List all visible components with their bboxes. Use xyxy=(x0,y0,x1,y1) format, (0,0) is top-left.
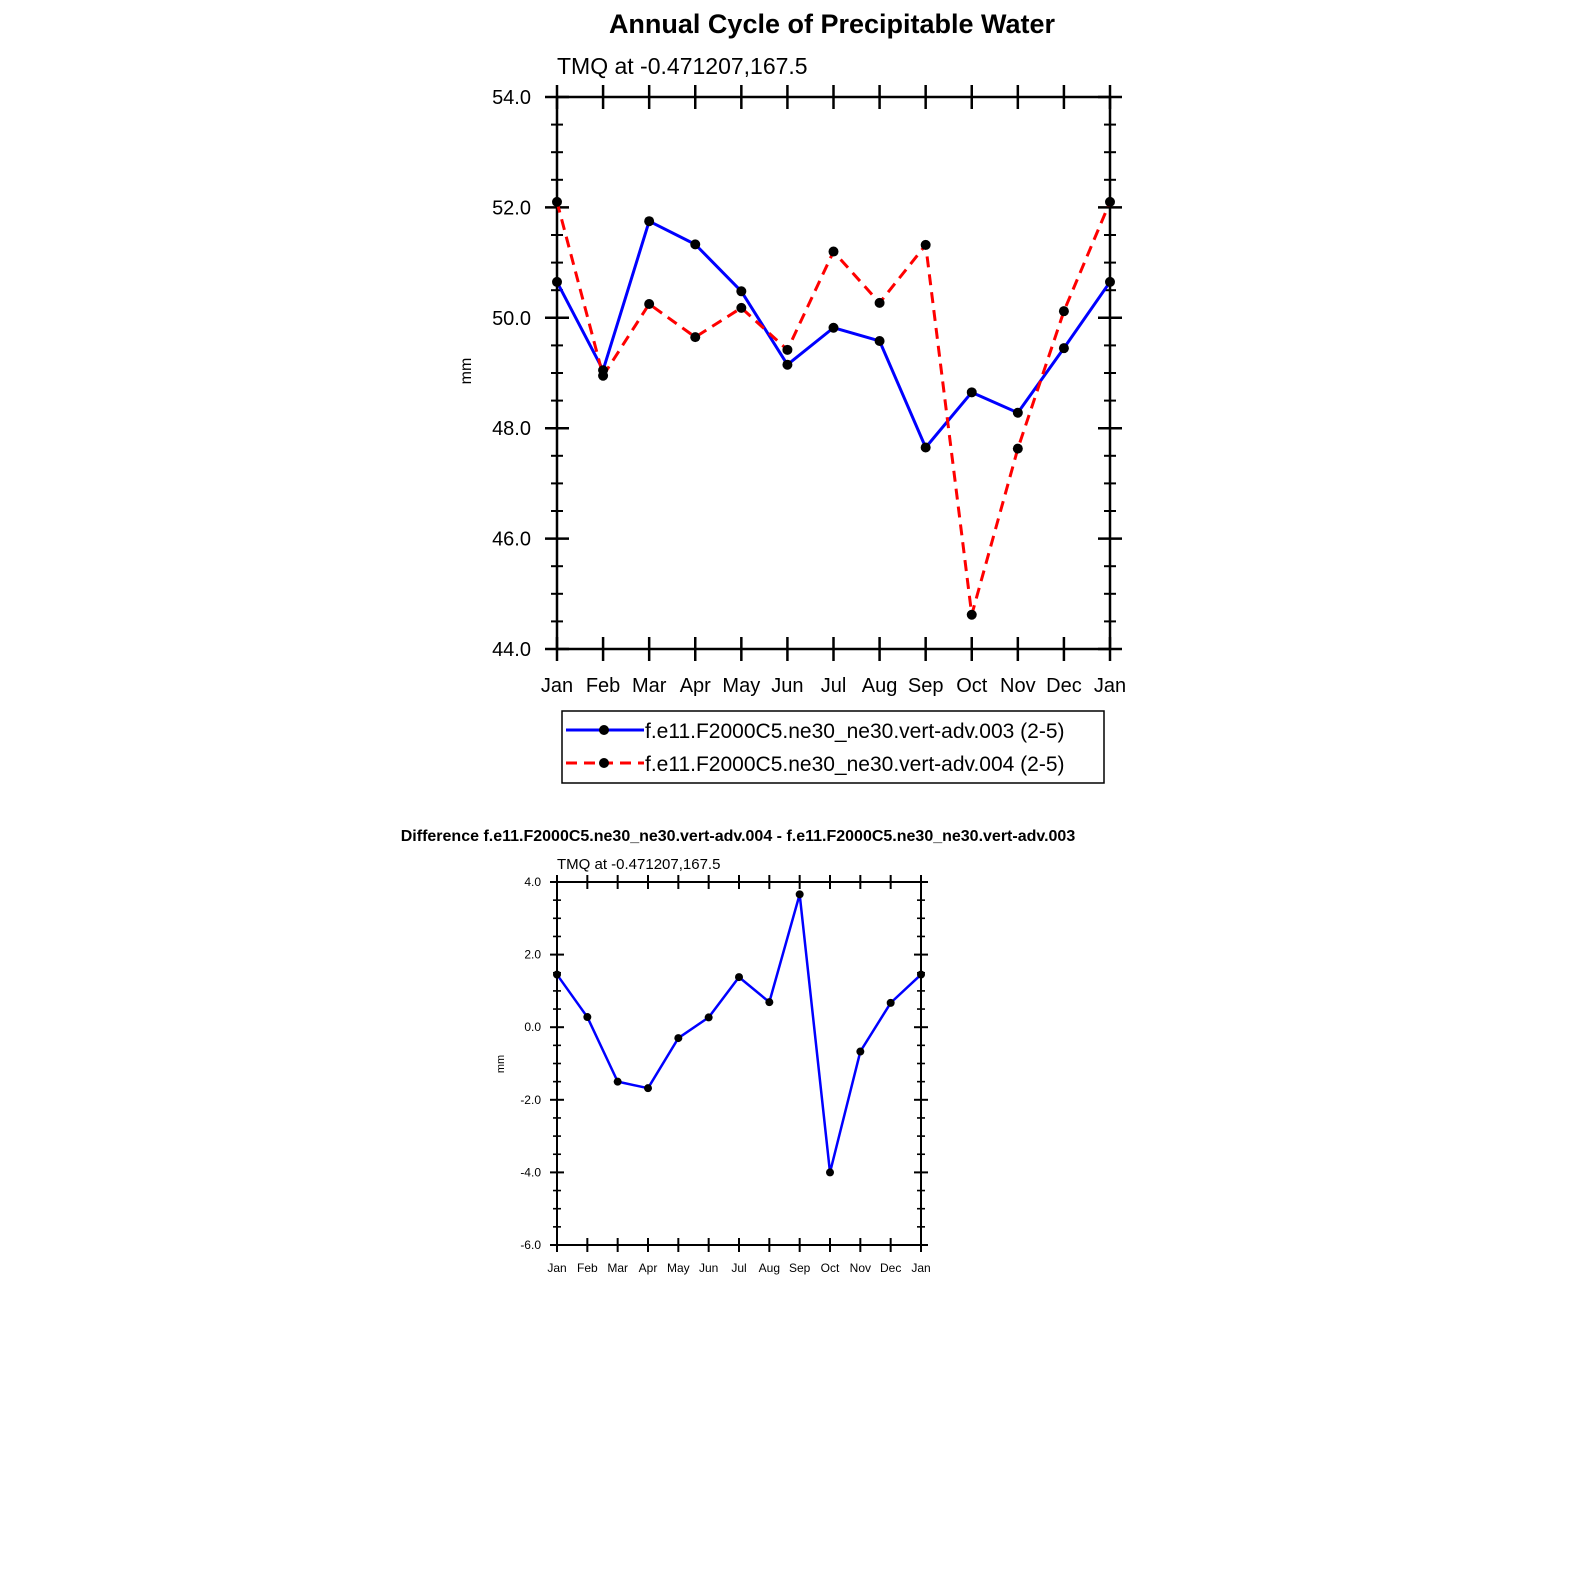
data-point xyxy=(795,890,804,899)
data-point xyxy=(613,1077,622,1086)
y-tick-label: 2.0 xyxy=(524,948,541,962)
x-tick-label: Nov xyxy=(1000,675,1036,697)
data-point xyxy=(826,1168,834,1177)
data-point xyxy=(920,442,931,453)
series-group xyxy=(552,196,1115,620)
data-point xyxy=(1012,407,1023,418)
y-tick-label: 4.0 xyxy=(524,875,541,889)
series-line-2 xyxy=(555,201,1112,617)
data-point xyxy=(644,1084,652,1093)
x-tick-label: Sep xyxy=(908,675,944,697)
axes-frame: Jan Feb Mar Apr May Jun Jul Aug Sep Oct Nov Dec Jan 4… xyxy=(492,85,1126,697)
data-point xyxy=(966,609,977,620)
data-point xyxy=(552,276,562,287)
chart-title: Difference f.e11.F2000C5.ne30_ne30.vert-… xyxy=(401,828,1076,845)
x-tick-label: Jan xyxy=(911,1261,930,1275)
x-tick-label: Oct xyxy=(821,1261,840,1275)
x-tick-label: Dec xyxy=(880,1261,901,1275)
data-point xyxy=(1012,443,1023,454)
data-point xyxy=(886,998,895,1007)
data-point xyxy=(644,216,655,227)
y-axis-label: mm xyxy=(495,1055,507,1073)
legend-box xyxy=(561,710,1105,784)
data-point xyxy=(690,332,701,343)
y-axis-label: mm xyxy=(458,358,475,385)
data-point xyxy=(920,239,931,250)
plot-frame xyxy=(556,881,922,1246)
x-tick-label: Jan xyxy=(547,1261,566,1275)
x-tick-label: Apr xyxy=(680,675,711,697)
chart-subtitle: TMQ at -0.471207,167.5 xyxy=(557,856,720,873)
x-tick-label: Nov xyxy=(850,1261,871,1275)
plot-frame xyxy=(555,95,1112,651)
data-point xyxy=(704,1013,713,1022)
y-tick-label: -6.0 xyxy=(520,1238,541,1252)
data-point xyxy=(765,998,774,1007)
data-point xyxy=(552,196,562,207)
data-point xyxy=(1058,306,1069,317)
x-tick-label: Jan xyxy=(541,675,573,697)
data-point xyxy=(598,370,609,381)
annual-cycle-chart: Annual Cycle of Precipitable Water TMQ a… xyxy=(458,9,1126,784)
x-tick-label: Feb xyxy=(586,675,620,697)
y-tick-label: 44.0 xyxy=(492,639,531,661)
data-point xyxy=(828,322,839,333)
x-tick-label: Dec xyxy=(1046,675,1082,697)
data-point xyxy=(583,1013,592,1022)
y-tick-label: -2.0 xyxy=(520,1093,541,1107)
data-point xyxy=(690,239,701,250)
data-point xyxy=(735,973,743,982)
axes-frame: Jan Feb Mar Apr May Jun Jul Aug Sep Oct Nov Dec Jan-… xyxy=(520,875,931,1275)
data-point xyxy=(1058,343,1069,354)
data-point xyxy=(856,1047,865,1056)
chart-title: Annual Cycle of Precipitable Water xyxy=(609,9,1056,39)
y-tick-label: 52.0 xyxy=(492,197,531,219)
x-tick-label: Apr xyxy=(639,1261,658,1275)
data-point xyxy=(782,359,793,370)
x-tick-label: Aug xyxy=(759,1261,780,1275)
data-point xyxy=(674,1034,683,1043)
data-point xyxy=(736,286,747,297)
data-point xyxy=(828,246,839,257)
y-tick-label: 0.0 xyxy=(524,1020,541,1034)
x-tick-label: Jun xyxy=(699,1261,718,1275)
y-tick-label: -4.0 xyxy=(520,1165,541,1179)
x-tick-label: Feb xyxy=(577,1261,598,1275)
x-tick-label: Mar xyxy=(632,675,667,697)
data-point xyxy=(644,299,655,309)
legend-label-series-1: f.e11.F2000C5.ne30_ne30.vert-adv.003 (2-… xyxy=(645,720,1065,743)
data-point xyxy=(1105,196,1115,207)
series-line-1 xyxy=(555,893,922,1174)
x-tick-label: Jul xyxy=(731,1261,746,1275)
x-tick-label: Jan xyxy=(1094,675,1126,697)
chart-subtitle: TMQ at -0.471207,167.5 xyxy=(557,53,808,79)
data-point xyxy=(966,387,977,398)
data-point xyxy=(553,970,561,979)
data-point xyxy=(736,302,747,313)
legend-marker-series-2 xyxy=(599,758,609,768)
x-tick-label: Jul xyxy=(821,675,847,697)
x-tick-label: Sep xyxy=(789,1261,811,1275)
data-point xyxy=(1105,276,1115,287)
data-point xyxy=(917,970,925,979)
x-tick-label: Aug xyxy=(862,675,898,697)
y-tick-label: 54.0 xyxy=(492,87,531,109)
x-tick-label: May xyxy=(667,1261,690,1275)
y-tick-label: 50.0 xyxy=(492,308,531,330)
legend-label-series-2: f.e11.F2000C5.ne30_ne30.vert-adv.004 (2-… xyxy=(645,753,1065,776)
y-tick-label: 46.0 xyxy=(492,529,531,551)
x-tick-label: Mar xyxy=(607,1261,628,1275)
x-tick-label: Oct xyxy=(956,675,988,697)
legend: f.e11.F2000C5.ne30_ne30.vert-adv.003 (2-… xyxy=(561,710,1105,784)
series-group xyxy=(553,890,925,1177)
x-tick-label: Jun xyxy=(771,675,803,697)
legend-marker-series-1 xyxy=(599,725,609,735)
x-tick-label: May xyxy=(722,675,760,697)
data-point xyxy=(782,344,793,355)
data-point xyxy=(874,335,885,346)
data-point xyxy=(874,297,885,308)
y-tick-label: 48.0 xyxy=(492,418,531,440)
difference-chart: Difference f.e11.F2000C5.ne30_ne30.vert-… xyxy=(401,828,1076,1275)
